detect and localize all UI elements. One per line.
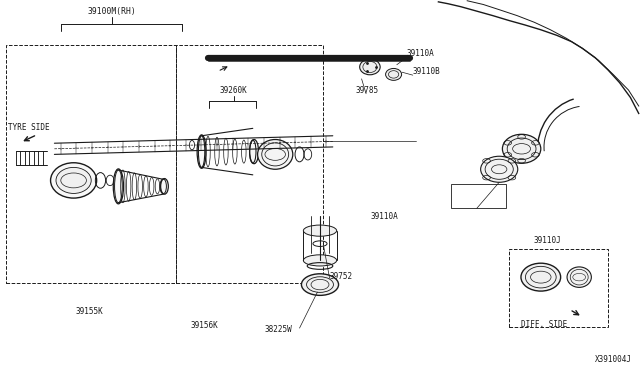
Text: X391004J: X391004J	[595, 355, 632, 364]
Text: 39752: 39752	[330, 272, 353, 281]
Ellipse shape	[115, 170, 122, 203]
Text: 39110A: 39110A	[406, 49, 434, 58]
Ellipse shape	[521, 263, 561, 291]
Text: DIFF. SIDE: DIFF. SIDE	[521, 320, 567, 329]
Text: 39110A: 39110A	[370, 212, 398, 221]
Ellipse shape	[301, 274, 339, 295]
Text: 39155K: 39155K	[76, 307, 104, 316]
Ellipse shape	[303, 255, 337, 266]
Text: 39110J: 39110J	[533, 236, 561, 245]
Text: 39100M(RH): 39100M(RH)	[88, 7, 136, 16]
Ellipse shape	[502, 134, 541, 163]
Ellipse shape	[257, 140, 293, 169]
Ellipse shape	[56, 167, 92, 193]
Ellipse shape	[303, 225, 337, 236]
Ellipse shape	[250, 140, 256, 163]
Text: 39110B: 39110B	[413, 67, 440, 76]
Text: 39260K: 39260K	[220, 86, 248, 95]
Text: 38225W: 38225W	[264, 325, 292, 334]
Ellipse shape	[481, 156, 518, 182]
Text: 39156K: 39156K	[191, 321, 219, 330]
Bar	[6, 45, 176, 283]
Bar	[176, 45, 323, 283]
Ellipse shape	[198, 136, 205, 167]
Bar	[451, 184, 506, 208]
Text: TYRE SIDE: TYRE SIDE	[8, 123, 50, 132]
Ellipse shape	[567, 267, 591, 287]
Ellipse shape	[51, 163, 97, 198]
Ellipse shape	[385, 68, 402, 80]
Ellipse shape	[360, 59, 380, 75]
Ellipse shape	[160, 179, 166, 194]
Text: 39785: 39785	[355, 86, 378, 95]
Bar	[509, 249, 608, 327]
